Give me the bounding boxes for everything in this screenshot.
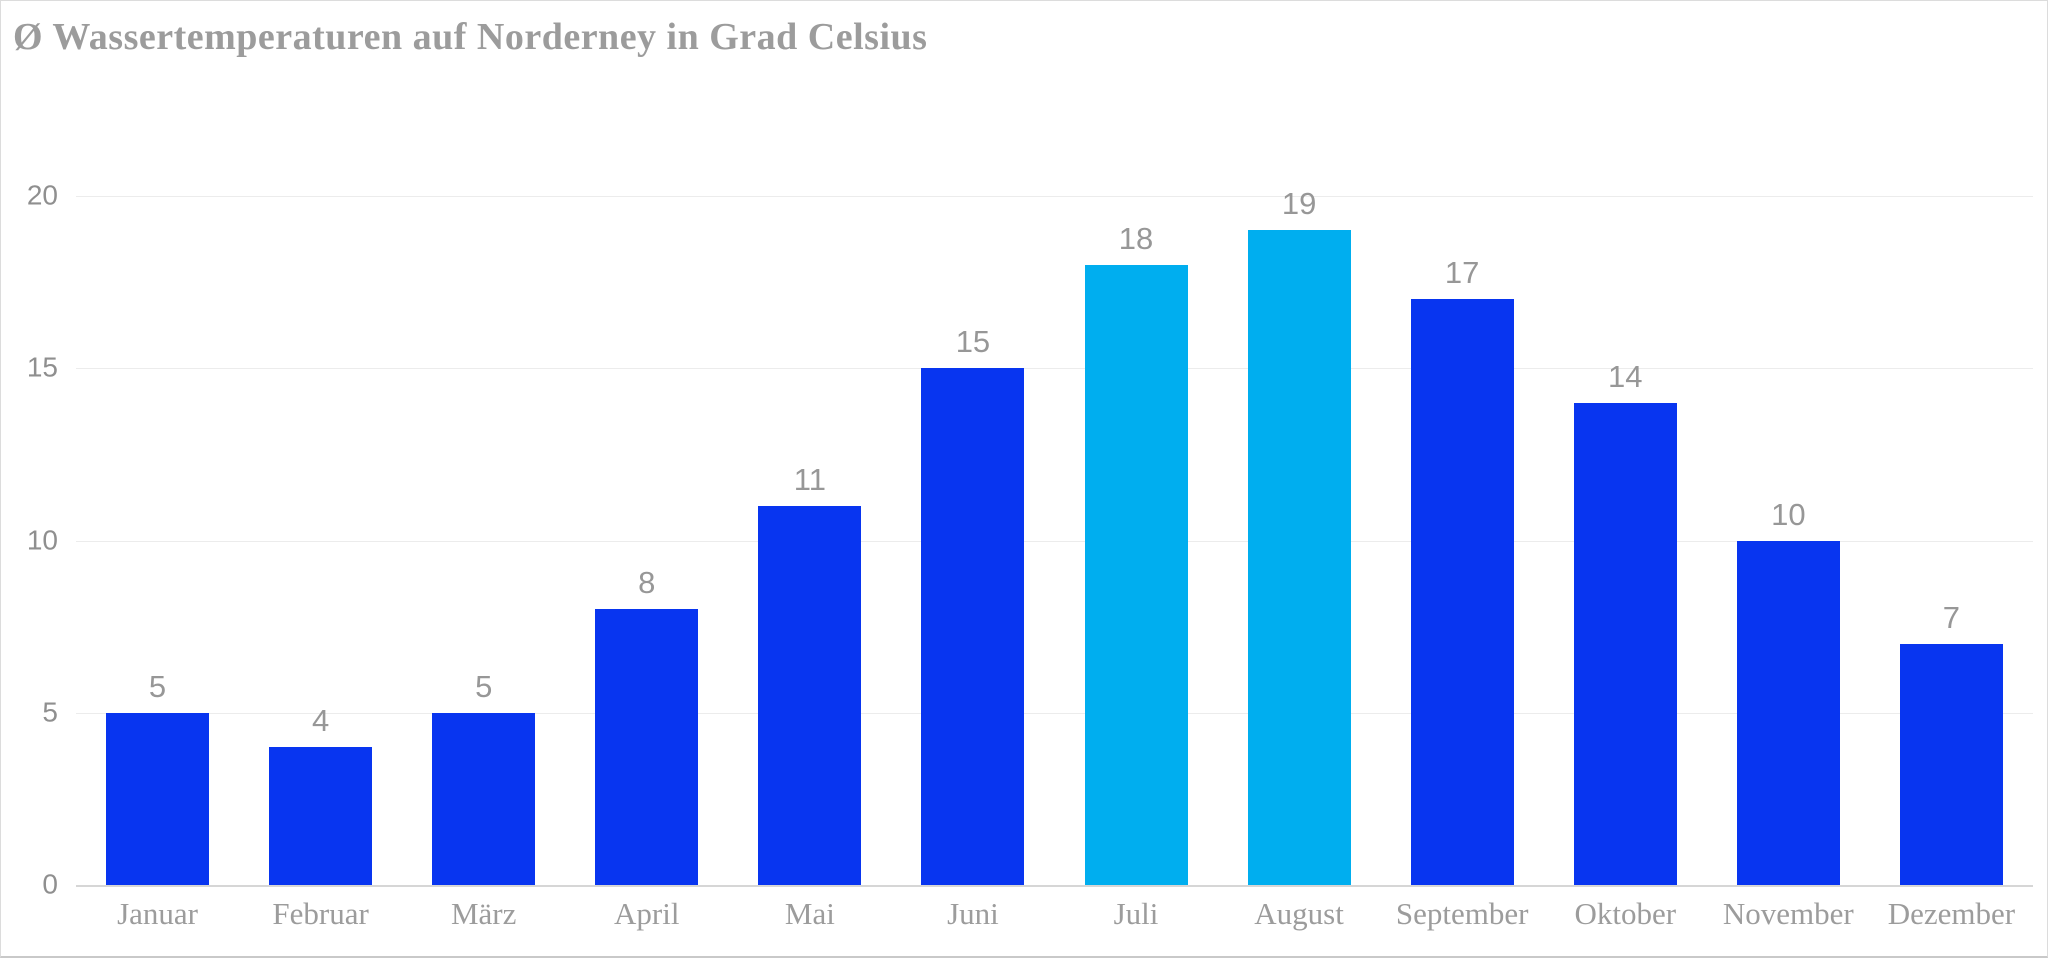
bar-februar <box>269 747 373 885</box>
bar-slot: 15 Juni <box>891 196 1054 929</box>
bar-oktober <box>1573 402 1677 885</box>
bar-value-label: 8 <box>638 565 656 601</box>
bar-value-label: 17 <box>1444 255 1480 291</box>
bar-value-label: 18 <box>1118 220 1154 256</box>
bars-row: 5 Januar 4 Februar 5 März 8 April 11 Mai 15 Juni 18 J… <box>76 188 2033 930</box>
x-axis-label: November <box>1722 896 1854 931</box>
x-axis-label: April <box>614 896 680 931</box>
bar-slot: 14 Oktober <box>1544 196 1707 929</box>
bar-value-label: 15 <box>955 324 991 360</box>
bar-slot: 11 Mai <box>728 196 891 929</box>
bar-value-label: 5 <box>148 668 167 704</box>
gridline-0 <box>76 885 2033 887</box>
x-axis-label: Februar <box>272 896 369 931</box>
gridline-10 <box>76 540 2033 542</box>
bar-november <box>1736 540 1840 885</box>
gridlines <box>76 196 2033 887</box>
bar-mai <box>758 506 862 885</box>
bar-slot: 5 Januar <box>76 196 239 929</box>
x-axis-label: Juli <box>1113 896 1159 931</box>
x-axis-label: März <box>450 896 517 931</box>
bar-dezember <box>1899 643 2003 885</box>
chart-title: Ø Wassertemperaturen auf Norderney in Gr… <box>13 16 928 58</box>
y-axis-tick-label: 15 <box>26 351 58 383</box>
x-axis-label: Januar <box>117 896 198 931</box>
bar-slot: 4 Februar <box>239 196 402 929</box>
y-axis-tick-label: 10 <box>26 523 58 555</box>
gridline-15 <box>76 368 2033 370</box>
bar-slot: 8 April <box>565 196 728 929</box>
x-axis-label: Juni <box>947 896 999 931</box>
bar-januar <box>106 712 210 885</box>
x-axis-label: Dezember <box>1887 896 2016 931</box>
bar-value-label: 4 <box>311 703 330 739</box>
bar-märz <box>432 712 536 885</box>
x-axis-label: Oktober <box>1574 896 1677 931</box>
bar-juni <box>921 368 1025 885</box>
bar-value-label: 10 <box>1771 496 1806 532</box>
gridline-20 <box>76 196 2033 197</box>
bar-august <box>1247 230 1351 885</box>
y-axis-tick-label: 20 <box>26 179 58 211</box>
bar-slot: 19 August <box>1218 188 1381 929</box>
x-axis-label: Mai <box>784 896 835 931</box>
y-axis-tick-label: 0 <box>42 868 58 900</box>
x-axis-label: September <box>1395 896 1529 931</box>
x-axis-label: August <box>1254 896 1344 931</box>
bar-value-label: 5 <box>475 668 493 704</box>
y-axis-tick-label: 5 <box>42 696 58 728</box>
bar-slot: 18 Juli <box>1054 196 1217 929</box>
bar-value-label: 14 <box>1608 358 1643 394</box>
gridline-5 <box>76 712 2033 714</box>
bar-juli <box>1084 264 1188 885</box>
bar-slot: 7 Dezember <box>1870 196 2033 929</box>
bar-april <box>595 609 699 885</box>
bar-value-label: 19 <box>1281 186 1317 222</box>
bar-september <box>1410 299 1514 885</box>
plot-area: 5 Januar 4 Februar 5 März 8 April 11 Mai 15 Juni 18 J… <box>76 188 2033 930</box>
bar-value-label: 11 <box>793 462 826 498</box>
bar-slot: 5 März <box>402 196 565 929</box>
bar-value-label: 7 <box>1942 599 1961 635</box>
bar-slot: 17 September <box>1381 196 1544 929</box>
y-axis: 0 5 10 15 20 <box>1 179 63 899</box>
bar-slot: 10 November <box>1707 196 1870 930</box>
